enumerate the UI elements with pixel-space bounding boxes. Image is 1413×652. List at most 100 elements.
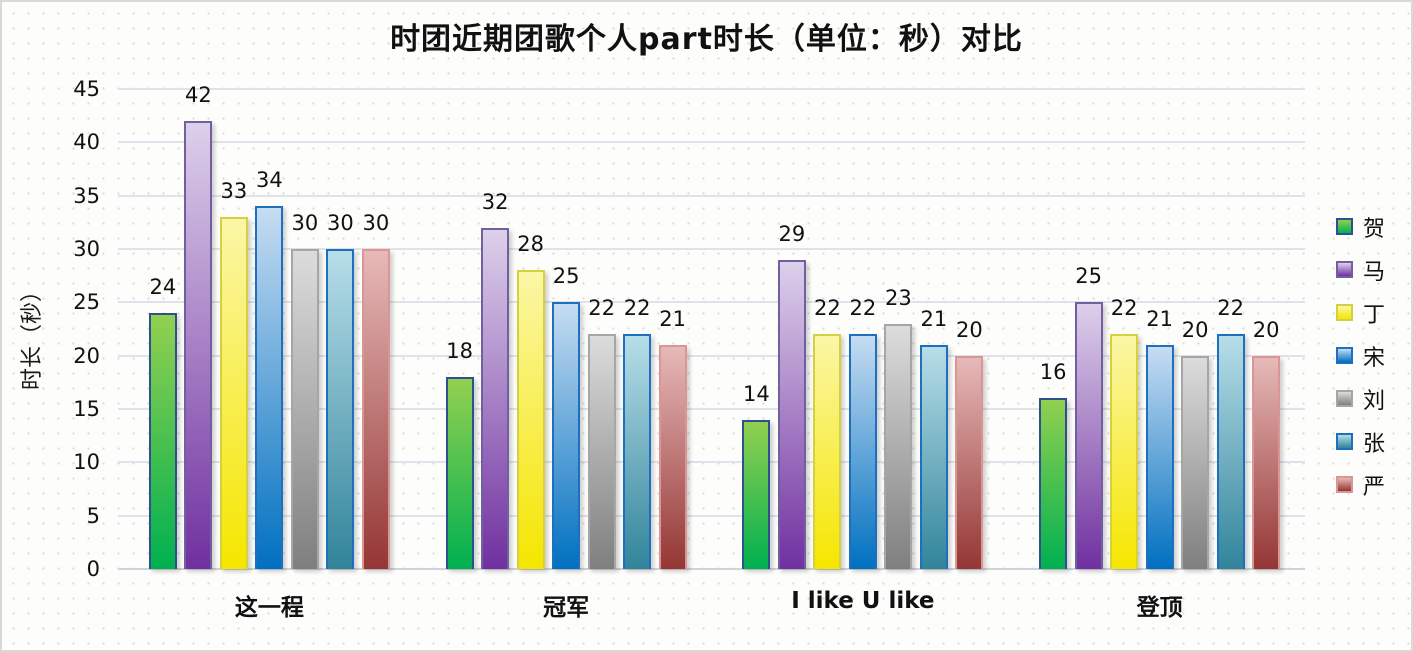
legend-label: 丁 bbox=[1363, 302, 1386, 328]
data-label: 22 bbox=[1110, 296, 1138, 321]
x-category-label: 登顶 bbox=[1136, 595, 1183, 621]
data-label: 22 bbox=[814, 296, 841, 321]
legend-label: 贺 bbox=[1363, 216, 1386, 242]
bar-马-这一程[interactable] bbox=[184, 121, 213, 569]
data-label: 32 bbox=[481, 189, 509, 214]
data-label: 20 bbox=[956, 317, 983, 342]
bar-刘-I like U like[interactable] bbox=[884, 323, 913, 569]
data-label: 34 bbox=[256, 168, 283, 193]
data-label: 21 bbox=[1146, 307, 1173, 331]
y-tick-label: 5 bbox=[86, 503, 100, 528]
legend-label: 马 bbox=[1363, 259, 1386, 285]
bar-丁-登顶[interactable] bbox=[1110, 334, 1139, 569]
data-label: 29 bbox=[778, 221, 806, 246]
x-category-label: I like U like bbox=[791, 588, 935, 614]
legend-item[interactable]: 严 bbox=[1336, 463, 1385, 506]
bar-宋-登顶[interactable] bbox=[1145, 345, 1174, 569]
legend-item[interactable]: 丁 bbox=[1336, 291, 1385, 334]
bar-严-冠军[interactable] bbox=[658, 345, 687, 569]
x-category-label: 这一程 bbox=[234, 595, 304, 621]
y-tick-label: 30 bbox=[73, 237, 100, 261]
data-label: 25 bbox=[552, 264, 580, 289]
legend-swatch-icon bbox=[1336, 390, 1353, 407]
legend-item[interactable]: 张 bbox=[1336, 420, 1385, 463]
bar-马-登顶[interactable] bbox=[1074, 302, 1103, 569]
legend: 贺马丁宋刘张严 bbox=[1336, 205, 1385, 506]
bar-张-登顶[interactable] bbox=[1216, 334, 1245, 569]
bar-严-这一程[interactable] bbox=[361, 249, 390, 569]
data-label: 21 bbox=[659, 307, 686, 331]
data-label: 24 bbox=[149, 275, 177, 299]
gridline bbox=[118, 141, 1305, 144]
legend-item[interactable]: 宋 bbox=[1336, 334, 1385, 377]
gridline bbox=[118, 301, 1305, 304]
data-label: 30 bbox=[327, 211, 354, 235]
y-tick-label: 40 bbox=[73, 130, 100, 155]
data-label: 18 bbox=[446, 339, 473, 363]
y-tick-label: 20 bbox=[73, 343, 100, 368]
data-label: 16 bbox=[1039, 360, 1067, 385]
y-tick-label: 0 bbox=[86, 557, 100, 581]
bar-贺-冠军[interactable] bbox=[445, 377, 474, 569]
legend-swatch-icon bbox=[1336, 218, 1353, 235]
legend-swatch-icon bbox=[1336, 304, 1353, 321]
bar-刘-登顶[interactable] bbox=[1181, 355, 1210, 569]
bar-贺-I like U like[interactable] bbox=[742, 419, 771, 569]
data-label: 30 bbox=[362, 211, 390, 235]
gridline bbox=[118, 88, 1305, 90]
data-label: 33 bbox=[220, 179, 248, 203]
y-tick-label: 10 bbox=[73, 450, 100, 475]
bar-张-这一程[interactable] bbox=[326, 249, 355, 569]
data-label: 25 bbox=[1075, 264, 1102, 289]
bar-严-I like U like[interactable] bbox=[955, 355, 984, 569]
data-label: 22 bbox=[623, 296, 651, 321]
data-label: 20 bbox=[1181, 317, 1209, 342]
gridline bbox=[118, 408, 1305, 410]
data-label: 21 bbox=[920, 307, 948, 331]
data-label: 23 bbox=[885, 285, 912, 310]
legend-label: 宋 bbox=[1363, 345, 1386, 371]
y-tick-label: 15 bbox=[73, 397, 100, 421]
y-tick-label: 35 bbox=[73, 183, 100, 208]
bar-贺-这一程[interactable] bbox=[148, 313, 177, 569]
bar-宋-I like U like[interactable] bbox=[848, 334, 877, 569]
bar-张-I like U like[interactable] bbox=[919, 345, 948, 569]
y-tick-label: 45 bbox=[73, 77, 100, 101]
gridline bbox=[118, 248, 1305, 250]
data-label: 14 bbox=[743, 381, 770, 406]
legend-swatch-icon bbox=[1336, 433, 1353, 450]
data-label: 22 bbox=[588, 296, 615, 321]
legend-item[interactable]: 马 bbox=[1336, 248, 1385, 291]
chart-title: 时团近期团歌个人part时长（单位：秒）对比 bbox=[390, 22, 1023, 57]
legend-item[interactable]: 刘 bbox=[1336, 377, 1385, 420]
y-tick-label: 25 bbox=[73, 290, 100, 315]
bar-马-I like U like[interactable] bbox=[777, 259, 806, 569]
legend-swatch-icon bbox=[1336, 476, 1353, 493]
legend-label: 刘 bbox=[1363, 388, 1386, 414]
legend-label: 严 bbox=[1363, 474, 1386, 500]
data-label: 30 bbox=[291, 211, 319, 235]
gridline bbox=[118, 514, 1305, 517]
bar-丁-I like U like[interactable] bbox=[813, 334, 842, 569]
data-label: 22 bbox=[1217, 296, 1244, 321]
bar-丁-冠军[interactable] bbox=[516, 270, 545, 569]
data-label: 22 bbox=[849, 296, 877, 321]
gridline bbox=[118, 194, 1305, 197]
bar-宋-这一程[interactable] bbox=[255, 206, 284, 569]
bar-丁-这一程[interactable] bbox=[219, 217, 248, 569]
bar-张-冠军[interactable] bbox=[623, 334, 652, 569]
bar-马-冠军[interactable] bbox=[481, 227, 510, 569]
bar-宋-冠军[interactable] bbox=[552, 302, 581, 569]
bar-刘-冠军[interactable] bbox=[587, 334, 616, 569]
data-label: 20 bbox=[1252, 317, 1280, 342]
data-label: 42 bbox=[185, 83, 212, 107]
legend-item[interactable]: 贺 bbox=[1336, 205, 1385, 248]
legend-label: 张 bbox=[1363, 431, 1386, 457]
bar-严-登顶[interactable] bbox=[1252, 355, 1281, 569]
bar-贺-登顶[interactable] bbox=[1039, 398, 1068, 569]
bar-刘-这一程[interactable] bbox=[290, 249, 319, 569]
data-label: 28 bbox=[517, 232, 544, 257]
x-axis-line bbox=[118, 568, 1305, 570]
gridline bbox=[118, 354, 1305, 357]
